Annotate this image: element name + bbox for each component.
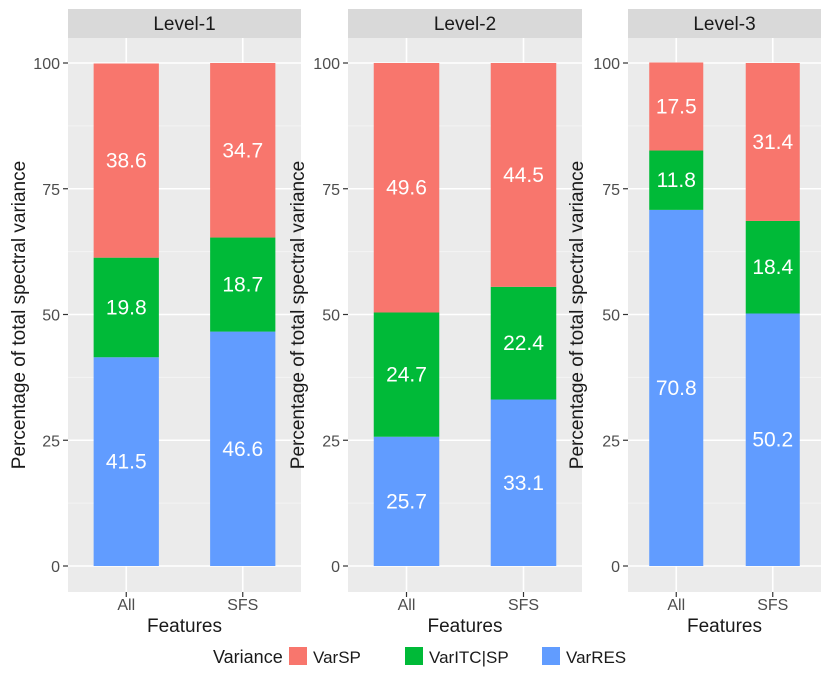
bar-segment [649,62,704,151]
legend-swatch [542,647,560,665]
bar-value-label: 46.6 [222,438,263,461]
bar-segment [745,220,800,314]
panel-strip [348,9,582,38]
bar-value-label: 18.7 [222,274,263,297]
bar-segment [745,313,800,566]
panel-strip [68,9,301,38]
bar-segment [490,286,557,400]
bar-value-label: 25.7 [386,490,427,513]
y-tick-label: 25 [322,433,340,450]
x-tick-label: SFS [508,597,539,614]
bar-value-label: 11.8 [657,169,696,192]
y-axis-title: Percentage of total spectral variance [288,161,309,469]
bar-segment [93,63,159,258]
bar-value-label: 50.2 [752,429,793,452]
y-tick-label: 75 [602,182,620,199]
bar-segment [373,63,440,313]
bar-segment [210,331,276,566]
y-tick-label: 25 [42,433,60,450]
x-tick-label: SFS [227,597,258,614]
x-tick-label: SFS [757,597,788,614]
bar-segment [93,257,159,358]
y-axis-title: Percentage of total spectral variance [9,161,30,469]
legend-swatch [289,647,307,665]
bar-value-label: 41.5 [106,451,147,474]
y-tick-label: 50 [42,308,60,325]
bar-value-label: 22.4 [503,332,544,355]
x-axis-title: Features [147,616,222,637]
x-axis-title: Features [428,616,503,637]
y-tick-label: 100 [313,56,340,73]
y-tick-label: 25 [602,433,620,450]
legend-label: VarITC|SP [429,648,509,667]
y-tick-label: 100 [33,56,60,73]
bar-value-label: 24.7 [386,364,427,387]
y-tick-label: 0 [611,559,620,576]
panel-title: Level-1 [153,14,215,35]
y-axis-title: Percentage of total spectral variance [567,161,588,469]
y-tick-label: 75 [42,182,60,199]
bar-segment [745,63,800,221]
y-tick-label: 50 [322,308,340,325]
bar-segment [373,436,440,566]
legend-swatch [405,647,423,665]
panel-strip [628,9,821,38]
legend-title: Variance [213,647,283,667]
bar-segment [373,312,440,437]
bar-segment [490,399,557,566]
bar-value-label: 49.6 [386,177,427,200]
legend-label: VarSP [313,648,361,667]
y-tick-label: 0 [51,559,60,576]
bar-segment [210,63,276,238]
bar-segment [649,150,704,210]
bar-value-label: 34.7 [222,139,263,162]
bar-value-label: 18.4 [752,256,793,279]
bar-segment [490,63,557,287]
bar-segment [649,209,704,566]
y-tick-label: 0 [331,559,340,576]
y-tick-label: 100 [593,56,620,73]
panel-title: Level-3 [693,14,755,35]
bar-value-label: 33.1 [503,472,544,495]
x-tick-label: All [117,597,135,614]
legend-label: VarRES [566,648,626,667]
bar-segment [210,237,276,332]
x-axis-title: Features [687,616,762,637]
bar-value-label: 44.5 [503,164,544,187]
bar-value-label: 31.4 [752,131,793,154]
bar-value-label: 70.8 [656,377,697,400]
y-tick-label: 50 [602,308,620,325]
bar-value-label: 17.5 [656,96,697,119]
panel-title: Level-2 [434,14,496,35]
y-tick-label: 75 [322,182,340,199]
x-tick-label: All [398,597,416,614]
bar-segment [93,357,159,566]
bar-value-label: 19.8 [106,296,147,319]
x-tick-label: All [667,597,685,614]
bar-value-label: 38.6 [106,150,147,173]
